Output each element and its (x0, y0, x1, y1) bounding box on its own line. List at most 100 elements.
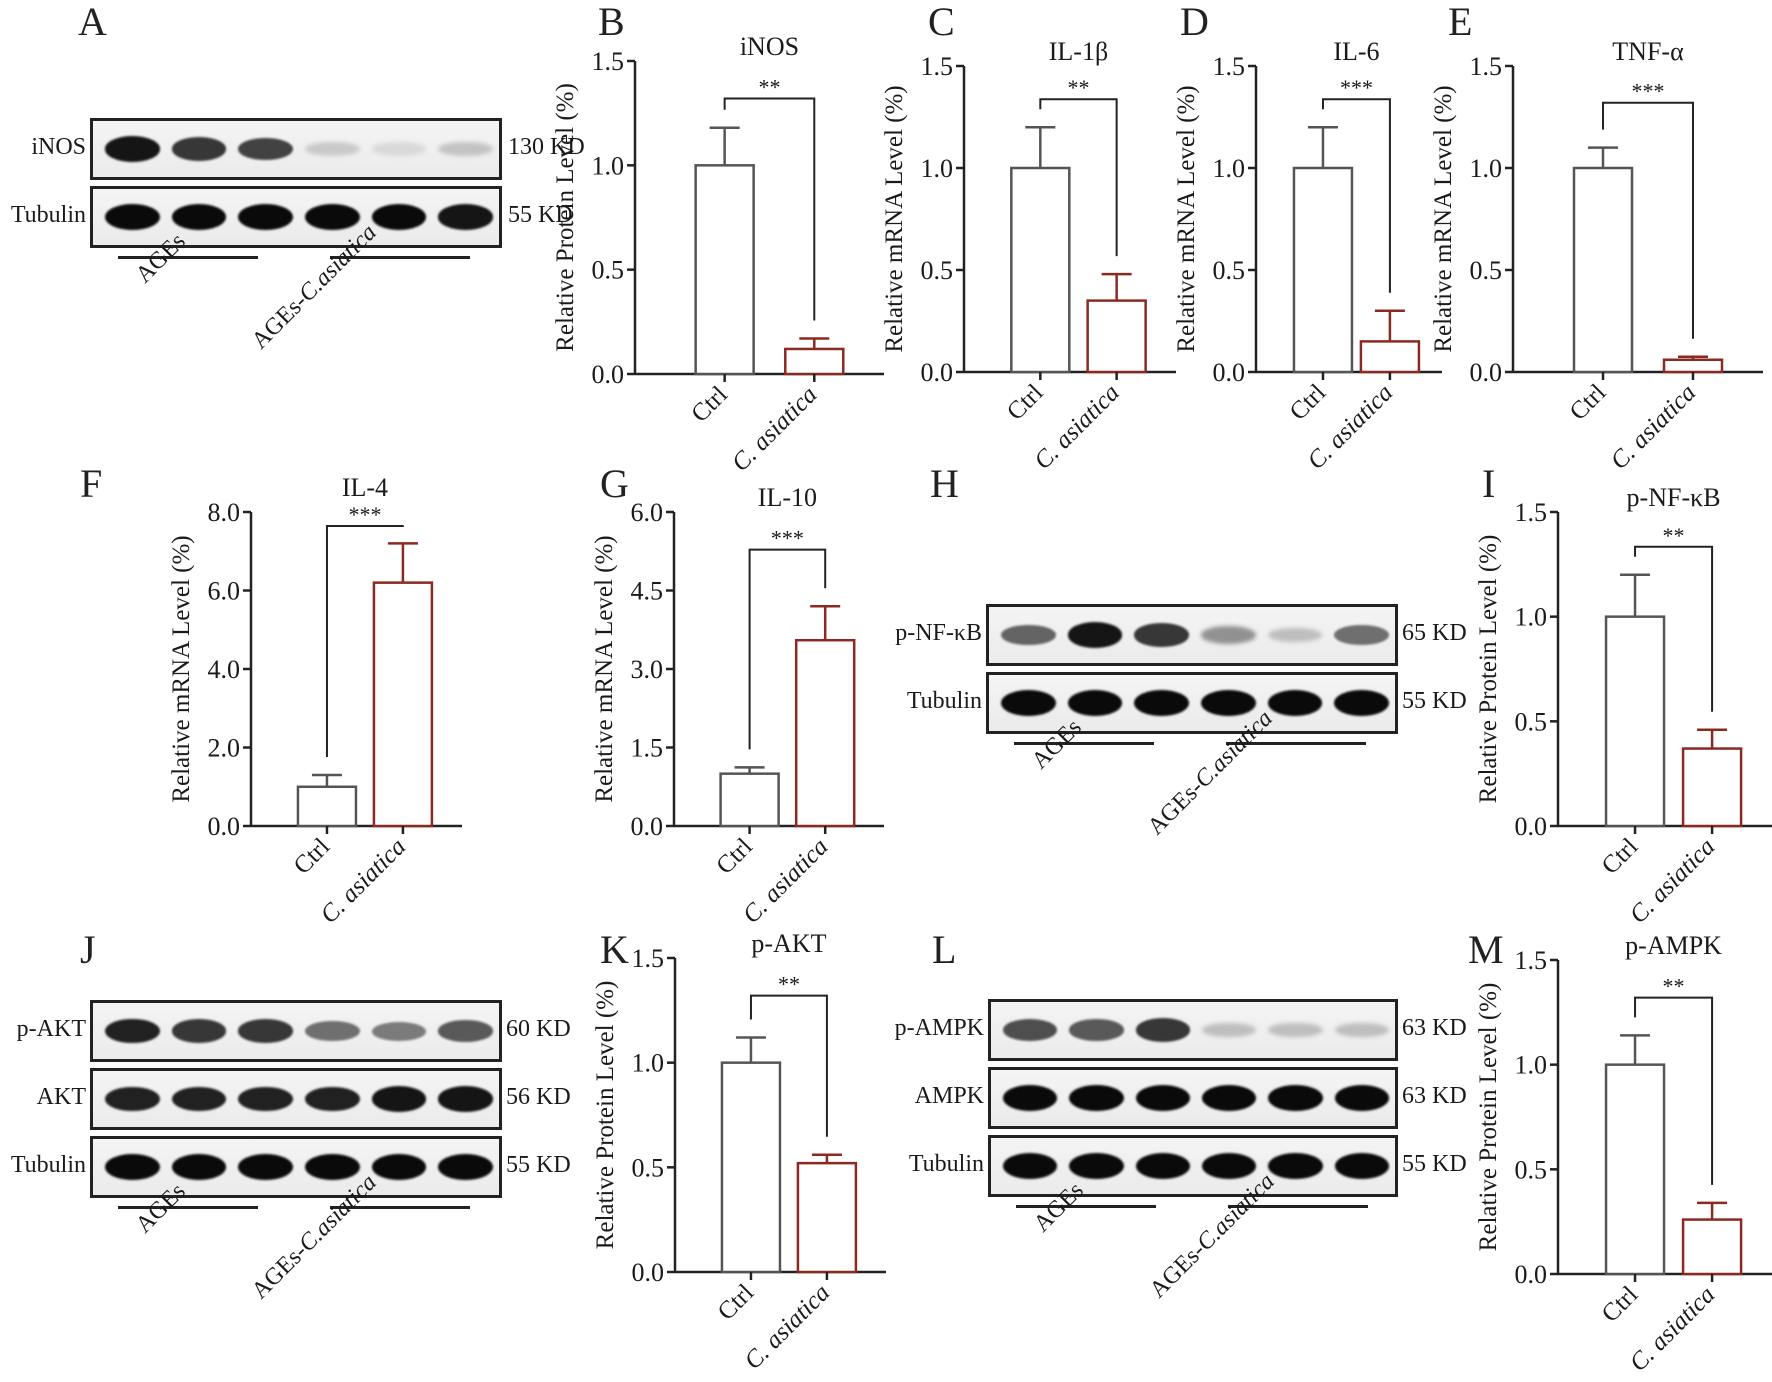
bar-ctrl (1572, 166, 1634, 374)
bar-chart-b: 0.0 0.5 1.0 1.5 Relative Protein Level (%) Ct… (552, 32, 884, 477)
protein-band (1334, 1022, 1389, 1038)
y-tick-label: 1.0 (1515, 1051, 1548, 1080)
blot-row-ampk (988, 1067, 1398, 1129)
protein-band (1001, 624, 1056, 646)
protein-band (171, 204, 227, 230)
bar-ctrl (1604, 1063, 1666, 1276)
y-axis-label: Relative Protein Level (%) (1475, 535, 1502, 804)
protein-band (1134, 623, 1189, 647)
significance-bracket (1039, 98, 1118, 257)
panel-letter-l: L (932, 927, 957, 972)
panel-letter-b: B (598, 0, 625, 44)
x-tick-label: Ctrl (1597, 1281, 1644, 1328)
blot-kd-label: 63 KD (1402, 1083, 1467, 1109)
x-tick-label: C. asiatica (1606, 379, 1702, 475)
y-tick-label: 1.0 (1470, 154, 1503, 183)
bar-c-asiatica (784, 347, 845, 376)
protein-band (305, 1154, 360, 1180)
protein-band (305, 1021, 360, 1041)
y-tick-label: 0.0 (631, 812, 664, 841)
blot-kd-label: 55 KD (1402, 688, 1467, 714)
protein-band (105, 1018, 160, 1044)
y-tick-label: 4.0 (208, 655, 241, 684)
protein-band (1201, 690, 1256, 716)
bar-chart-i: 0.0 0.5 1.0 1.5 Relative Protein Level (%) Ct… (1475, 483, 1772, 929)
blot-protein-label: Tubulin (10, 202, 86, 228)
bar-chart-e: 0.0 0.5 1.0 1.5 Relative mRNA Level (%) CtrlC… (1430, 37, 1763, 475)
significance-stars: *** (1632, 79, 1665, 104)
blot-row-tubulin (986, 672, 1398, 734)
protein-band (1003, 1153, 1058, 1179)
group-bar-ages-c-asiatica (1228, 1205, 1368, 1208)
significance-stars: ** (1663, 523, 1685, 548)
bar-ctrl (296, 785, 358, 828)
protein-band (238, 204, 293, 230)
y-tick-label: 6.0 (631, 498, 664, 527)
protein-band (438, 1154, 493, 1180)
blot-kd-label: 55 KD (1402, 1151, 1467, 1177)
y-tick-label: 0.5 (592, 256, 625, 285)
protein-band (171, 1019, 227, 1043)
blot-kd-label: 63 KD (1402, 1015, 1467, 1041)
protein-band (371, 1021, 427, 1041)
y-tick-label: 0.0 (1515, 1260, 1548, 1289)
y-tick-label: 0.0 (632, 1258, 665, 1287)
y-axis-label: Relative mRNA Level (%) (1173, 85, 1200, 352)
y-tick-label: 1.5 (1213, 52, 1246, 81)
significance-bracket (1602, 101, 1694, 339)
y-tick-label: 6.0 (208, 577, 241, 606)
panel-letter-d: D (1180, 0, 1209, 44)
y-tick-label: 0.0 (1470, 358, 1503, 387)
blot-kd-label: 65 KD (1402, 620, 1467, 646)
bar-c-asiatica (796, 1161, 858, 1274)
x-tick-label: Ctrl (1597, 833, 1644, 880)
protein-band (371, 1154, 427, 1180)
protein-band (1268, 1022, 1323, 1038)
significance-stars: ** (1067, 75, 1089, 100)
panel-letter-c: C (928, 0, 955, 44)
y-tick-label: 0.0 (592, 360, 625, 389)
chart-title: TNF-α (1612, 37, 1684, 66)
y-tick-label: 8.0 (208, 498, 241, 527)
protein-band (171, 1154, 227, 1180)
significance-bracket (748, 548, 827, 750)
y-tick-label: 0.5 (1515, 707, 1548, 736)
y-tick-label: 0.0 (921, 358, 954, 387)
blot-protein-label: p-AMPK (894, 1015, 984, 1041)
x-tick-label: Ctrl (289, 833, 336, 880)
chart-title: IL-4 (342, 473, 388, 502)
protein-band (1202, 1153, 1257, 1179)
bar-ctrl (694, 164, 755, 376)
group-bar-ages (1014, 742, 1154, 745)
y-axis-label: Relative Protein Level (%) (592, 981, 619, 1250)
panel-letter-e: E (1448, 0, 1473, 44)
protein-band (438, 1086, 493, 1112)
panel-letter-h: H (930, 461, 959, 506)
blot-row-p-nf-b (986, 604, 1398, 666)
y-tick-label: 1.0 (921, 154, 954, 183)
bar-ctrl (1604, 615, 1666, 828)
protein-band (171, 137, 227, 161)
blot-protein-label: AKT (36, 1084, 86, 1110)
significance-bracket (749, 994, 828, 1137)
chart-title: IL-10 (758, 483, 817, 512)
y-tick-label: 0.5 (1213, 256, 1246, 285)
protein-band (1267, 690, 1323, 716)
bar-chart-f: 0.0 2.0 4.0 6.0 8.0 Relative mRNA Level (%) Ct… (168, 473, 462, 929)
blot-protein-label: Tubulin (908, 1151, 984, 1177)
y-tick-label: 1.0 (632, 1049, 665, 1078)
chart-title: IL-1β (1049, 37, 1108, 66)
panel-letter-j: J (80, 927, 96, 972)
protein-band (305, 141, 360, 157)
y-tick-label: 1.5 (632, 944, 665, 973)
blot-row-tubulin (90, 186, 502, 248)
protein-band (1334, 1085, 1389, 1111)
y-tick-label: 0.5 (921, 256, 954, 285)
bar-c-asiatica (1681, 747, 1743, 828)
protein-band (371, 204, 427, 230)
y-tick-label: 1.5 (1515, 498, 1548, 527)
protein-band (1001, 690, 1056, 716)
significance-stars: ** (778, 972, 800, 997)
bar-c-asiatica (1662, 358, 1724, 374)
